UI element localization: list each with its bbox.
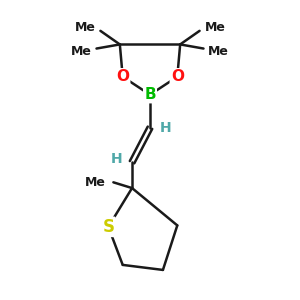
- Text: O: O: [116, 69, 129, 84]
- Text: Me: Me: [71, 45, 92, 58]
- Text: Me: Me: [85, 176, 106, 189]
- Text: H: H: [160, 121, 172, 135]
- Text: H: H: [110, 152, 122, 166]
- Text: O: O: [171, 69, 184, 84]
- Text: B: B: [144, 87, 156, 102]
- Text: Me: Me: [208, 45, 229, 58]
- Text: Me: Me: [74, 22, 95, 34]
- Text: S: S: [102, 218, 114, 236]
- Text: Me: Me: [205, 22, 226, 34]
